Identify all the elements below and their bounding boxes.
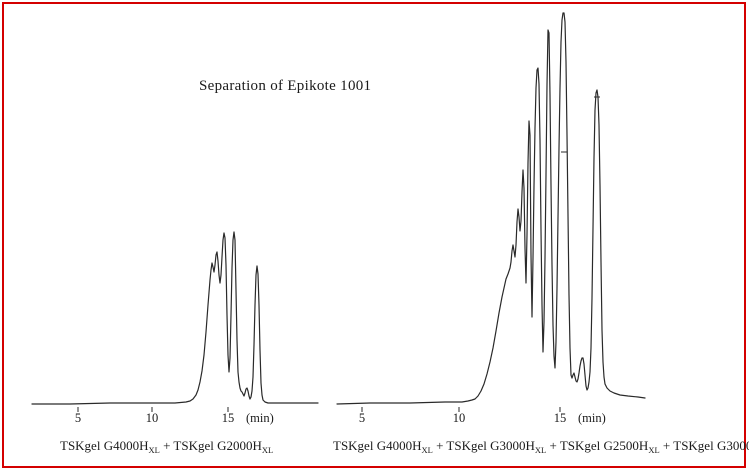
column-subscript: XL (648, 445, 660, 455)
column-name: + TSKgel G3000H (432, 438, 535, 453)
chromatogram-right: 5 10 15 (min) (336, 12, 646, 425)
column-subscript: XL (148, 445, 160, 455)
axis-unit-label: (min) (246, 411, 274, 425)
axis-unit-label: (min) (578, 411, 606, 425)
column-name: TSKgel G4000H (60, 438, 149, 453)
column-name: + TSKgel G2000H (159, 438, 262, 453)
axis-tick-label: 15 (222, 411, 235, 425)
column-subscript: XL (421, 445, 433, 455)
axis-tick-label: 5 (359, 411, 365, 425)
caption-left-columns: TSKgel G4000HXL + TSKgel G2000HXL (60, 438, 273, 455)
column-subscript: XL (261, 445, 274, 455)
column-name: + TSKgel G2500H (546, 438, 649, 453)
axis-tick-label: 5 (75, 411, 81, 425)
column-subscript: XL (534, 445, 547, 455)
caption-right-columns: TSKgel G4000HXL + TSKgel G3000HXL + TSKg… (333, 438, 749, 455)
axis-tick-label: 15 (554, 411, 567, 425)
column-name: + TSKgel G3000H (662, 438, 749, 453)
trace-line (31, 231, 319, 405)
axis-tick-label: 10 (146, 411, 159, 425)
figure-title: Separation of Epikote 1001 (199, 78, 372, 94)
chromatogram-left: 5 10 15 (min) (31, 231, 319, 425)
trace-line (336, 12, 646, 405)
column-name: TSKgel G4000H (333, 438, 422, 453)
axis-tick-label: 10 (453, 411, 466, 425)
